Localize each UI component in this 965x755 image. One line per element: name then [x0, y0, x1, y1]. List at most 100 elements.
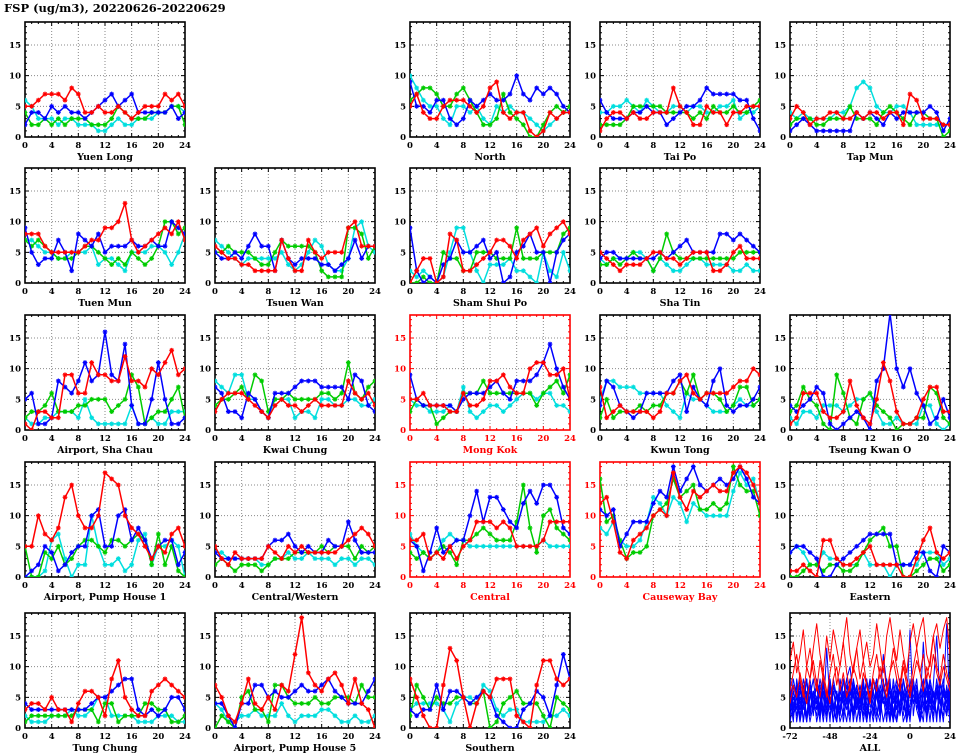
x-tick-label: 12	[289, 287, 301, 297]
x-tick-label: 24	[564, 287, 576, 297]
series-group	[790, 525, 950, 577]
chart-airport-pump-house-1: 0 5 10 15 0 4 8 12 16 20 24 Airport, Pump House 1	[0, 450, 200, 606]
y-tick-label: 10	[9, 663, 21, 673]
x-tick-label: 0	[787, 581, 793, 591]
series-markers-blue	[410, 73, 570, 128]
chart-kwai-chung: 0 5 10 15 0 4 8 12 16 20 24 Kwai Chung	[190, 303, 390, 459]
y-tick-label: 5	[15, 248, 21, 258]
y-tick-label: 0	[780, 133, 786, 143]
y-tick-label: 10	[394, 512, 406, 522]
y-tick-label: 5	[400, 102, 406, 112]
y-tick-label: 5	[780, 542, 786, 552]
series-markers-red	[215, 615, 375, 728]
x-tick-label: 16	[126, 287, 138, 297]
series-group	[410, 645, 570, 728]
x-tick-label: 4	[434, 141, 440, 151]
x-tick-label: 12	[674, 141, 686, 151]
y-tick-label: 5	[400, 395, 406, 405]
x-tick-label: 16	[126, 141, 138, 151]
x-tick-label: 16	[511, 581, 523, 591]
plot-frame	[789, 612, 951, 729]
x-tick-label: 20	[537, 581, 549, 591]
y-tick-label: 15	[394, 334, 406, 344]
x-tick-label: 8	[265, 434, 271, 444]
y-tick-label: 0	[780, 573, 786, 583]
y-tick-label: 0	[15, 573, 21, 583]
y-tick-label: 10	[9, 512, 21, 522]
y-tick-label: 15	[9, 41, 21, 51]
y-tick-label: 5	[590, 395, 596, 405]
x-tick-label: 20	[917, 581, 929, 591]
gridlines	[600, 22, 760, 137]
y-tick-label: 0	[205, 279, 211, 289]
x-tick-label: 8	[460, 141, 466, 151]
series-group	[410, 482, 570, 574]
plot-frame	[599, 21, 761, 138]
chart-title-tuen-mun: Tuen Mun	[78, 298, 132, 308]
x-tick-label: 16	[511, 287, 523, 297]
x-tick-label: 16	[891, 434, 903, 444]
series-markers-cyan	[600, 470, 760, 549]
y-tick-label: 10	[584, 365, 596, 375]
series-markers-cyan	[215, 219, 375, 274]
series-markers-red	[25, 85, 185, 121]
series-markers-red	[410, 519, 570, 561]
x-tick-label: 4	[239, 434, 245, 444]
x-tick-label: 12	[99, 287, 111, 297]
plot-frame	[24, 612, 186, 729]
y-tick-label: 5	[205, 395, 211, 405]
x-tick-label: 8	[75, 287, 81, 297]
y-tick-label: 0	[400, 133, 406, 143]
x-tick-label: 0	[212, 434, 218, 444]
series-group	[410, 219, 570, 283]
x-tick-label: 8	[265, 287, 271, 297]
x-tick-label: 16	[316, 287, 328, 297]
chart-svg-sha-tin: 0 5 10 15 0 4 8 12 16 20 24 Sha Tin	[584, 167, 766, 309]
x-tick-label: 0	[407, 434, 413, 444]
y-tick-label: 0	[590, 426, 596, 436]
x-tick-label: 24	[369, 434, 381, 444]
y-tick-label: 15	[9, 187, 21, 197]
series-line-station-blue-9	[790, 647, 950, 723]
chart-title-central: Central	[470, 592, 510, 602]
plot-frame	[214, 461, 376, 578]
x-tick-label: 0	[22, 434, 28, 444]
y-tick-label: 15	[9, 481, 21, 491]
x-tick-label: 4	[624, 287, 630, 297]
series-markers-red	[25, 470, 185, 561]
x-tick-label: 8	[650, 287, 656, 297]
y-tick-label: 10	[584, 218, 596, 228]
chart-svg-tap-mun: 0 5 10 15 0 4 8 12 16 20 24 Tap Mun	[774, 21, 956, 163]
y-tick-label: 10	[774, 512, 786, 522]
chart-title-north: North	[474, 152, 505, 162]
plot-frame	[789, 21, 951, 138]
y-tick-label: 0	[780, 426, 786, 436]
plot-frame	[214, 167, 376, 284]
y-tick-label: 0	[205, 426, 211, 436]
chart-svg-eastern: 0 5 10 15 0 4 8 12 16 20 24 Eastern	[774, 461, 956, 603]
x-tick-label: 4	[814, 141, 820, 151]
x-tick-label: 0	[212, 287, 218, 297]
y-tick-label: 0	[205, 573, 211, 583]
y-tick-label: 0	[15, 279, 21, 289]
x-tick-label: 12	[484, 581, 496, 591]
gridlines	[25, 22, 185, 137]
series-markers-red	[790, 525, 950, 577]
chart-sham-shui-po: 0 5 10 15 0 4 8 12 16 20 24 Sham Shui Po	[385, 156, 585, 312]
chart-svg-tseung-kwan-o: 0 5 10 15 0 4 8 12 16 20 24 Tseung Kwan O	[774, 314, 956, 456]
x-tick-label: 20	[727, 581, 739, 591]
x-tick-label: 8	[460, 581, 466, 591]
x-tick-label: 12	[289, 581, 301, 591]
x-tick-label: 16	[891, 141, 903, 151]
x-tick-label: 0	[22, 732, 28, 742]
y-tick-label: 5	[780, 102, 786, 112]
chart-title-mong-kok: Mong Kok	[463, 445, 518, 455]
chart-tuen-mun: 0 5 10 15 0 4 8 12 16 20 24 Tuen Mun	[0, 156, 200, 312]
plot-frame	[24, 314, 186, 431]
y-tick-label: 5	[15, 542, 21, 552]
chart-title-causeway-bay: Causeway Bay	[643, 592, 718, 602]
y-tick-label: 15	[584, 187, 596, 197]
x-tick-label: 20	[342, 732, 354, 742]
series-group	[25, 85, 185, 134]
x-tick-label: 24	[179, 141, 191, 151]
